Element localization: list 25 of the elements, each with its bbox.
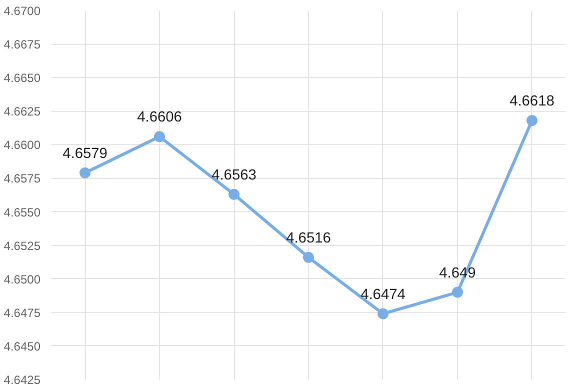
point bbox=[154, 131, 166, 142]
point bbox=[377, 308, 388, 320]
y-tick-label: 4.6475 bbox=[4, 306, 41, 320]
y-tick-label: 4.6425 bbox=[4, 373, 41, 387]
y-tick-label: 4.6575 bbox=[4, 172, 41, 186]
point bbox=[80, 167, 91, 178]
y-tick-label: 4.6600 bbox=[4, 138, 41, 152]
data-label: 4.6606 bbox=[137, 110, 182, 126]
y-tick-label: 4.6500 bbox=[4, 272, 41, 286]
data-label: 4.6579 bbox=[62, 146, 108, 162]
data-label: 4.6516 bbox=[286, 230, 331, 246]
y-tick-label: 4.6625 bbox=[4, 104, 41, 119]
y-tick-label: 4.6550 bbox=[4, 205, 41, 220]
y-tick-label: 4.6450 bbox=[4, 339, 41, 354]
data-label: 4.6474 bbox=[360, 286, 406, 303]
point bbox=[526, 115, 538, 126]
y-tick-label: 4.6650 bbox=[4, 71, 41, 86]
point bbox=[228, 188, 240, 200]
point bbox=[303, 252, 314, 263]
y-tick-label: 4.6525 bbox=[4, 238, 41, 253]
y-tick-label: 4.6675 bbox=[4, 38, 41, 52]
point bbox=[452, 286, 463, 298]
data-label: 4.6563 bbox=[212, 167, 256, 184]
data-label: 4.6618 bbox=[510, 94, 554, 110]
y-tick-label: 4.6700 bbox=[4, 4, 41, 18]
